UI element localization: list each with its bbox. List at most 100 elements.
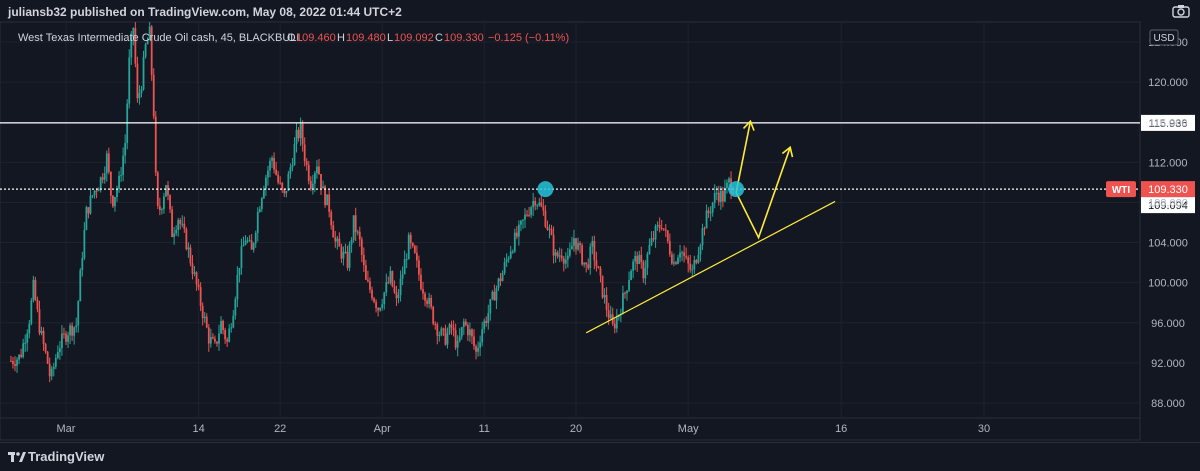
candle-body bbox=[167, 185, 169, 196]
candle-body bbox=[538, 202, 541, 206]
candle-body bbox=[342, 251, 345, 259]
x-tick-label[interactable]: 22 bbox=[274, 423, 286, 435]
candle-body bbox=[362, 254, 365, 266]
candle-body bbox=[258, 209, 261, 212]
x-tick-label[interactable]: 30 bbox=[978, 423, 990, 435]
touch-marker[interactable] bbox=[728, 181, 745, 198]
price-chart[interactable]: 115.936 WTI 109.330 109.094 88.000 92.000 96.… bbox=[0, 0, 1200, 442]
legend-low-value: 109.092 bbox=[394, 32, 434, 44]
candle-body bbox=[550, 228, 553, 235]
x-tick-label[interactable]: Mar bbox=[57, 423, 76, 435]
candle-body bbox=[679, 252, 681, 258]
candle-body bbox=[556, 252, 559, 257]
candle-body bbox=[26, 333, 29, 343]
publish-info: juliansb32 published on TradingView.com,… bbox=[8, 5, 402, 19]
candle-body bbox=[568, 249, 571, 256]
candle-body bbox=[293, 144, 296, 166]
candle-body bbox=[589, 246, 592, 269]
candle-body bbox=[432, 306, 435, 324]
candle-body bbox=[375, 301, 377, 309]
candle-body bbox=[201, 305, 204, 319]
candle-body bbox=[418, 260, 420, 275]
candle-body bbox=[477, 347, 479, 352]
candle-body bbox=[187, 247, 190, 250]
candle-body bbox=[140, 89, 143, 94]
candle-body bbox=[356, 231, 359, 233]
candle-body bbox=[430, 297, 433, 307]
candle-body bbox=[599, 268, 602, 276]
candle-body bbox=[85, 207, 88, 230]
candle-body bbox=[313, 173, 316, 184]
candle-body bbox=[240, 246, 243, 268]
candle-body bbox=[222, 320, 224, 331]
candle-body bbox=[364, 265, 367, 280]
candle-body bbox=[648, 244, 651, 254]
candle-body bbox=[316, 166, 318, 174]
candle-body bbox=[464, 321, 467, 325]
candle-body bbox=[209, 337, 212, 344]
candle-body bbox=[181, 223, 184, 225]
candle-body bbox=[120, 175, 122, 177]
candle-body bbox=[107, 153, 110, 172]
x-tick-label[interactable]: May bbox=[678, 423, 699, 435]
footer: TradingView bbox=[0, 442, 1200, 471]
candle-body bbox=[577, 243, 579, 250]
candle-body bbox=[358, 231, 361, 240]
candle-body bbox=[344, 251, 347, 253]
candle-body bbox=[28, 323, 31, 334]
candle-body bbox=[158, 205, 161, 211]
candle-body bbox=[505, 259, 508, 263]
x-tick-label[interactable]: Apr bbox=[374, 423, 391, 435]
touch-marker[interactable] bbox=[537, 181, 554, 198]
candle-body bbox=[442, 328, 445, 330]
candle-body bbox=[673, 262, 675, 264]
x-tick-label[interactable]: 11 bbox=[478, 423, 489, 435]
candle-body bbox=[683, 252, 686, 257]
candle-body bbox=[522, 219, 524, 221]
projection-arrow[interactable] bbox=[735, 147, 791, 240]
candle-body bbox=[326, 194, 329, 206]
candle-body bbox=[628, 280, 630, 291]
candle-body bbox=[534, 200, 537, 206]
candle-body bbox=[638, 254, 641, 264]
candle-body bbox=[20, 354, 23, 357]
candle-body bbox=[252, 243, 255, 250]
candle-body bbox=[256, 211, 259, 233]
candle-body bbox=[693, 260, 696, 270]
support-trendline[interactable] bbox=[585, 200, 836, 334]
candle-body bbox=[654, 225, 657, 240]
candle-body bbox=[681, 252, 683, 254]
candle-body bbox=[632, 261, 635, 271]
candle-body bbox=[473, 336, 475, 347]
candle-body bbox=[242, 244, 245, 247]
candle-body bbox=[305, 161, 308, 165]
candle-body bbox=[497, 278, 500, 289]
x-tick-label[interactable]: 20 bbox=[570, 423, 582, 435]
candle-body bbox=[658, 224, 661, 228]
y-tick-label: 88.000 bbox=[1151, 398, 1185, 410]
candle-body bbox=[715, 192, 718, 194]
candle-body bbox=[175, 230, 178, 234]
candle-body bbox=[109, 171, 112, 196]
candle-body bbox=[211, 337, 214, 339]
candle-body bbox=[232, 315, 235, 328]
candle-body bbox=[128, 57, 131, 104]
candle-body bbox=[122, 155, 125, 176]
camera-icon[interactable] bbox=[1172, 4, 1190, 18]
candle-body bbox=[238, 267, 241, 275]
projection-arrow[interactable] bbox=[735, 121, 752, 193]
candle-body bbox=[169, 195, 171, 210]
currency-button[interactable]: USD bbox=[1149, 29, 1179, 46]
x-tick-label[interactable]: 14 bbox=[192, 423, 204, 435]
candle-body bbox=[446, 333, 449, 345]
candle-body bbox=[322, 186, 324, 189]
candle-body bbox=[301, 123, 304, 145]
candle-body bbox=[236, 274, 239, 300]
candle-body bbox=[146, 40, 149, 45]
candle-body bbox=[415, 252, 418, 261]
candle-body bbox=[77, 301, 80, 326]
candle-body bbox=[479, 342, 482, 348]
x-tick-label[interactable]: 16 bbox=[835, 423, 847, 435]
candle-body bbox=[532, 200, 535, 208]
candle-body bbox=[63, 333, 65, 335]
